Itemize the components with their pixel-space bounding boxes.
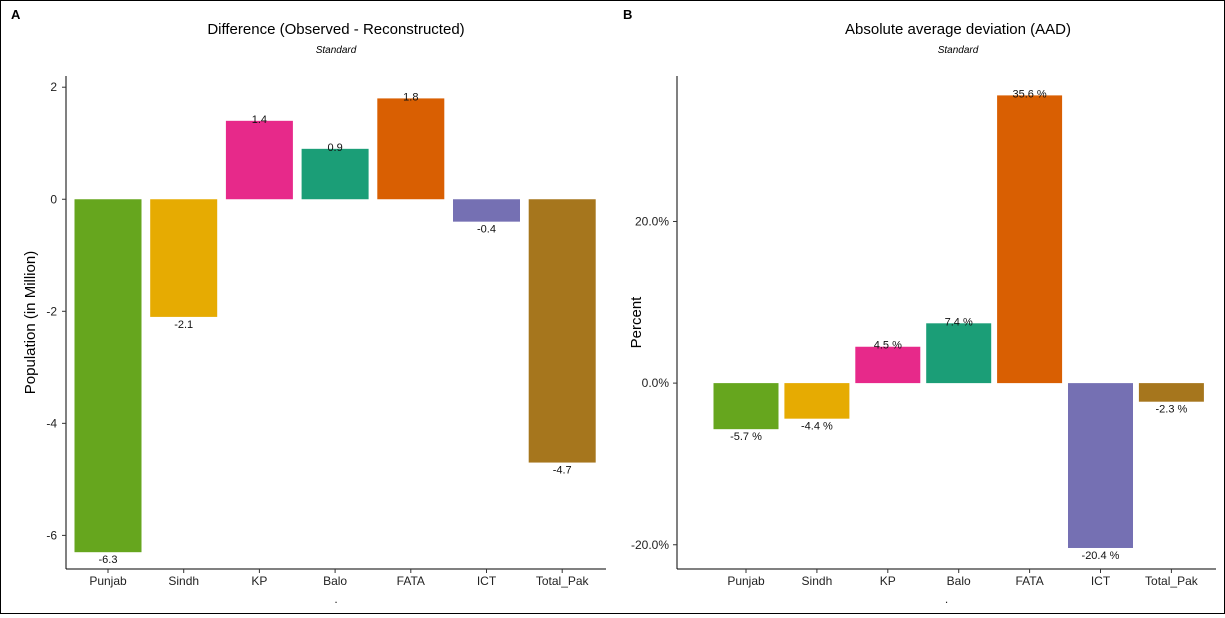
chart-title: Absolute average deviation (AAD): [845, 21, 1071, 38]
x-tick-label: ICT: [1091, 574, 1111, 588]
bar-kp: [225, 120, 293, 200]
y-tick-label: 20.0%: [635, 214, 669, 228]
bar-ict: [1068, 383, 1133, 548]
y-tick-label: -2: [46, 304, 57, 318]
bar-balo: [301, 148, 369, 200]
x-tick-label: Total_Pak: [536, 574, 590, 588]
bar-total_pak: [1138, 383, 1204, 402]
y-tick-label: 2: [50, 80, 57, 94]
x-tick-label: KP: [251, 574, 267, 588]
bar-sindh: [150, 199, 218, 317]
x-tick-label: Balo: [323, 574, 347, 588]
x-tick-label: Sindh: [168, 574, 199, 588]
y-tick-label: -4: [46, 416, 57, 430]
x-tick-label: Punjab: [89, 574, 127, 588]
data-label: 4.5 %: [874, 340, 902, 352]
bar-kp: [855, 346, 921, 384]
data-label: -2.1: [174, 319, 193, 331]
data-label: 0.9: [327, 142, 342, 154]
bar-punjab: [74, 199, 142, 553]
x-axis-label: .: [945, 592, 948, 606]
bar-sindh: [784, 383, 850, 419]
data-label: -6.3: [99, 554, 118, 566]
x-tick-label: KP: [880, 574, 896, 588]
bar-balo: [926, 323, 992, 384]
data-label: -2.3 %: [1156, 404, 1188, 416]
panel-letter-B: B: [623, 7, 632, 22]
y-axis-label: Population (in Million): [22, 251, 39, 394]
bar-ict: [453, 199, 520, 222]
chart-subtitle: Standard: [938, 45, 979, 56]
bar-total_pak: [528, 199, 596, 463]
chart-title: Difference (Observed - Reconstructed): [207, 21, 464, 38]
x-tick-label: FATA: [1015, 574, 1043, 588]
data-label: -4.7: [553, 465, 572, 477]
x-tick-label: Balo: [947, 574, 971, 588]
data-label: 7.4 %: [945, 316, 973, 328]
chart-subtitle: Standard: [316, 45, 357, 56]
y-tick-label: -6: [46, 528, 57, 542]
data-label: 1.8: [403, 91, 418, 103]
data-label: -5.7 %: [730, 431, 762, 443]
data-label: -20.4 %: [1082, 550, 1120, 562]
data-label: -0.4: [477, 224, 496, 236]
panel-letter-A: A: [11, 7, 21, 22]
data-label: -4.4 %: [801, 421, 833, 433]
y-tick-label: 0.0%: [642, 376, 670, 390]
x-axis-label: .: [334, 592, 337, 606]
y-tick-label: 0: [50, 192, 57, 206]
y-tick-label: -20.0%: [631, 538, 669, 552]
bar-fata: [377, 98, 445, 200]
data-label: 35.6 %: [1012, 88, 1046, 100]
data-label: 1.4: [252, 114, 267, 126]
x-tick-label: Sindh: [802, 574, 833, 588]
x-tick-label: ICT: [477, 574, 497, 588]
bar-punjab: [713, 383, 779, 430]
y-axis-label: Percent: [628, 296, 645, 349]
bar-fata: [997, 95, 1063, 384]
x-tick-label: FATA: [397, 574, 425, 588]
x-tick-label: Punjab: [727, 574, 765, 588]
x-tick-label: Total_Pak: [1145, 574, 1199, 588]
